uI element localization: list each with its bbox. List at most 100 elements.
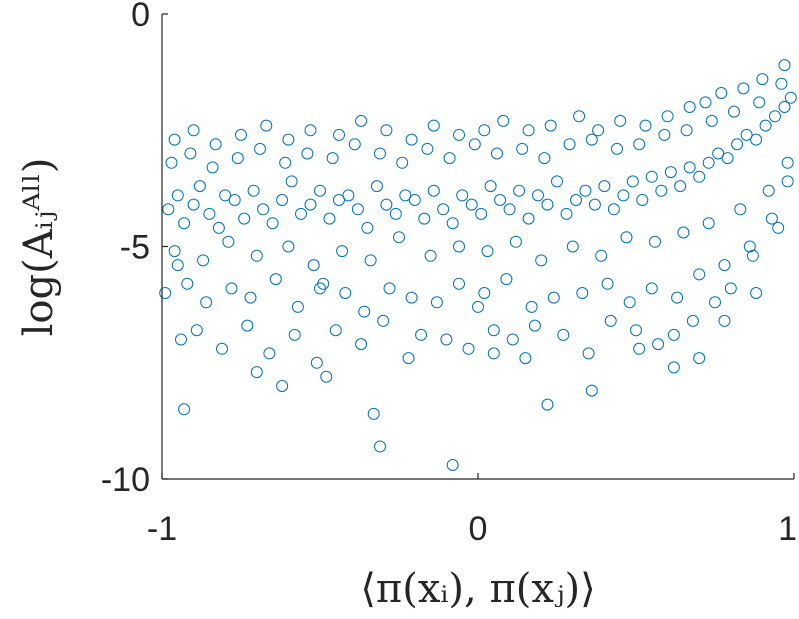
- data-point: [301, 147, 314, 160]
- data-point: [547, 291, 560, 304]
- data-point: [212, 221, 225, 234]
- data-point: [250, 366, 263, 379]
- data-point: [655, 184, 668, 197]
- data-point: [677, 226, 690, 239]
- data-point: [522, 212, 535, 225]
- data-point: [500, 273, 513, 286]
- data-point: [753, 96, 766, 109]
- data-point: [705, 114, 718, 127]
- data-point: [162, 203, 175, 216]
- data-point: [178, 403, 191, 416]
- data-point: [465, 198, 478, 211]
- data-point: [617, 189, 630, 202]
- data-point: [718, 314, 731, 327]
- data-point: [348, 138, 361, 151]
- data-point: [636, 194, 649, 206]
- data-point: [171, 259, 184, 272]
- data-point: [699, 96, 712, 109]
- data-point: [351, 203, 364, 216]
- data-point: [276, 380, 289, 392]
- y-tick-label: 0: [131, 0, 150, 34]
- data-point: [494, 194, 507, 206]
- data-point: [718, 259, 731, 272]
- data-point: [633, 138, 646, 151]
- data-point: [295, 207, 307, 220]
- data-point: [326, 152, 339, 165]
- data-point: [171, 189, 184, 202]
- data-point: [759, 119, 772, 132]
- data-point: [604, 314, 617, 327]
- data-point: [374, 147, 386, 160]
- data-point: [484, 180, 497, 193]
- data-point: [288, 328, 301, 341]
- data-point: [310, 356, 323, 369]
- data-point: [702, 217, 715, 230]
- data-point: [159, 287, 172, 299]
- data-point: [683, 101, 696, 113]
- data-point: [525, 300, 538, 313]
- data-point: [769, 110, 781, 123]
- data-point: [415, 328, 428, 341]
- data-point: [674, 180, 687, 193]
- data-point: [254, 142, 266, 155]
- y-tick-label: -5: [120, 229, 150, 267]
- data-point: [620, 231, 633, 244]
- data-point: [709, 296, 721, 309]
- data-point: [358, 305, 371, 318]
- data-point: [389, 207, 402, 220]
- data-point: [168, 133, 181, 146]
- data-point: [468, 138, 481, 151]
- data-point: [279, 156, 292, 169]
- data-point: [405, 291, 418, 304]
- data-point: [601, 277, 614, 290]
- data-point: [355, 114, 368, 127]
- data-point: [314, 184, 326, 197]
- data-point: [402, 352, 415, 365]
- data-point: [487, 324, 500, 337]
- data-point: [437, 203, 450, 216]
- data-point: [595, 249, 608, 262]
- data-point: [775, 77, 788, 90]
- data-point: [228, 194, 241, 206]
- data-point: [491, 147, 503, 160]
- data-point: [333, 128, 345, 141]
- data-points: [159, 59, 797, 471]
- data-point: [756, 73, 769, 86]
- data-point: [453, 277, 465, 290]
- data-point: [693, 170, 706, 183]
- data-point: [683, 161, 696, 174]
- data-point: [661, 110, 674, 123]
- data-point: [645, 282, 658, 295]
- data-point: [380, 198, 393, 211]
- data-point: [184, 147, 197, 160]
- data-point: [329, 324, 342, 337]
- data-point: [383, 282, 396, 295]
- data-point: [724, 282, 737, 295]
- data-point: [645, 170, 658, 183]
- data-point: [614, 114, 627, 127]
- data-point: [456, 189, 469, 202]
- data-point: [380, 124, 393, 137]
- data-point: [443, 152, 456, 165]
- data-point: [291, 300, 304, 313]
- data-point: [585, 384, 598, 397]
- data-point: [652, 338, 665, 351]
- data-point: [516, 142, 529, 155]
- data-point: [778, 101, 791, 113]
- data-point: [721, 152, 734, 165]
- y-axis-label: log(Aᵢⱼᴬˡˡ): [16, 158, 62, 337]
- y-tick-label: -10: [101, 461, 150, 499]
- data-point: [244, 291, 257, 304]
- data-point: [762, 184, 775, 197]
- data-point: [731, 138, 744, 151]
- y-ticks: 0 -5 -10: [101, 0, 168, 499]
- data-point: [664, 166, 677, 179]
- data-point: [304, 124, 317, 137]
- data-point: [611, 142, 623, 155]
- data-point: [462, 342, 475, 355]
- data-point: [168, 245, 181, 258]
- data-point: [686, 314, 699, 327]
- data-point: [639, 119, 652, 132]
- data-point: [418, 212, 431, 225]
- data-point: [607, 203, 620, 216]
